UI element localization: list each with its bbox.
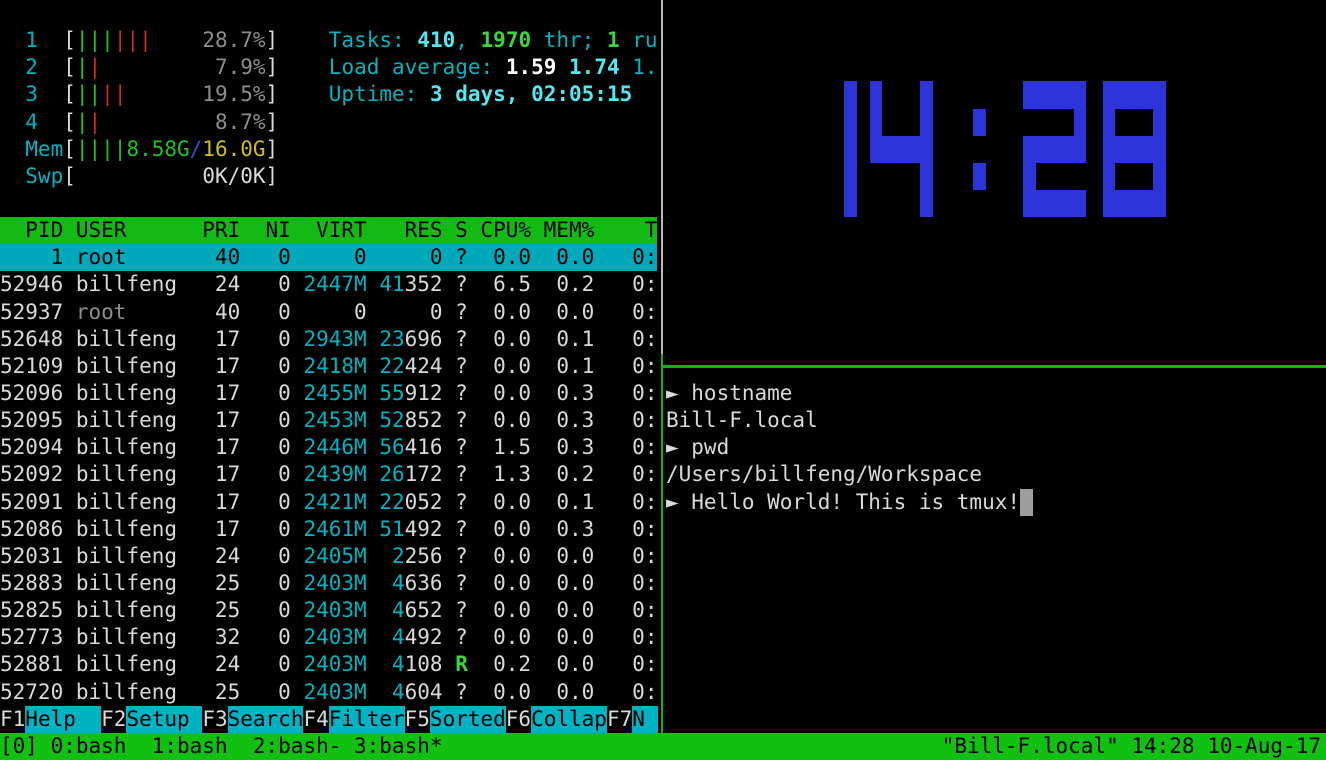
htop-table-header: PID USER PRI NI VIRT RES S CPU% MEM% T	[0, 217, 658, 245]
clock-digit-cell	[1102, 108, 1116, 136]
terminal-line: 4 [|| 8.7%]	[0, 109, 279, 134]
clock-digit-cell	[1048, 81, 1062, 109]
terminal-line: 3 [|||| 19.5%] Uptime: 3 days, 02:05:15	[0, 82, 633, 107]
terminal-line: 52773 billfeng 32 0 2403M 4492 ? 0.0 0.0…	[0, 625, 658, 650]
terminal-line: 2 [|| 7.9%] Load average: 1.59 1.74 1.	[0, 55, 658, 80]
clock-digit-cell	[1035, 135, 1049, 163]
terminal-line: 1 [|||||| 28.7%] Tasks: 410, 1970 thr; 1…	[0, 28, 658, 53]
tmux-window-list[interactable]: [0] 0:bash 1:bash 2:bash- 3:bash*	[0, 733, 443, 758]
clock-digit-cell	[1073, 108, 1087, 136]
clock-digit-cell	[1023, 135, 1036, 163]
clock-digit-cell	[1023, 81, 1036, 109]
terminal-line: 52648 billfeng 17 0 2943M 23696 ? 0.0 0.…	[0, 326, 658, 351]
clock-digit-cell	[1140, 81, 1154, 109]
clock-pane[interactable]	[806, 81, 1166, 218]
terminal-line: 52092 billfeng 17 0 2439M 26172 ? 1.3 0.…	[0, 462, 658, 487]
shell-pane[interactable]: ► hostname Bill-F.local ► pwd/Users/billfe…	[666, 0, 1326, 733]
terminal-line: 52937 root 40 0 0 0 ? 0.0 0.0 0:	[0, 299, 658, 324]
clock-digit-cell	[1127, 135, 1141, 163]
clock-digit-cell	[1127, 189, 1141, 218]
clock-digit-cell	[882, 135, 895, 163]
clock-digit-cell	[920, 81, 933, 109]
clock-digit-cell	[1048, 189, 1062, 218]
clock-digit-cell	[894, 135, 908, 163]
clock-digit-cell	[920, 162, 933, 190]
terminal-line: 52086 billfeng 17 0 2461M 51492 ? 0.0 0.…	[0, 516, 658, 541]
clock-digit-cell	[920, 189, 933, 218]
clock-digit-cell	[1140, 135, 1154, 163]
clock-digit-cell	[1127, 81, 1141, 109]
clock-digit-cell	[1115, 135, 1128, 163]
terminal-line: 52883 billfeng 25 0 2403M 4636 ? 0.0 0.0…	[0, 571, 658, 595]
clock-digit-cell	[869, 135, 883, 163]
terminal-line: 52095 billfeng 17 0 2453M 52852 ? 0.0 0.…	[0, 408, 658, 433]
clock-digit-cell	[920, 135, 933, 163]
clock-digit-cell	[1102, 162, 1116, 190]
terminal-line: 52091 billfeng 17 0 2421M 22052 ? 0.0 0.…	[0, 489, 658, 514]
clock-digit-cell	[1023, 162, 1036, 190]
terminal-line: 52109 billfeng 17 0 2418M 22424 ? 0.0 0.…	[0, 353, 658, 378]
clock-digit-cell	[1115, 81, 1128, 109]
clock-digit-cell	[1102, 81, 1116, 109]
terminal-line: 52096 billfeng 17 0 2455M 55912 ? 0.0 0.…	[0, 381, 658, 405]
clock-digit-cell	[1073, 189, 1087, 218]
clock-digit-cell	[1061, 81, 1074, 109]
clock-digit-cell	[1153, 162, 1166, 190]
terminal-line: 52946 billfeng 24 0 2447M 41352 ? 6.5 0.…	[0, 272, 658, 297]
clock-digit-cell	[973, 162, 986, 190]
pane-border-vertical[interactable]	[661, 0, 663, 354]
clock-digit-cell	[1102, 189, 1116, 218]
tmux-status-right: "Bill-F.local" 14:28 10-Aug-17	[941, 733, 1321, 758]
clock-digit-cell	[1115, 189, 1128, 218]
htop-row-selected: 1 root 40 0 0 0 ? 0.0 0.0 0:	[0, 244, 658, 272]
terminal-line: Swp[ 0K/0K]	[0, 163, 279, 188]
clock-digit-cell	[1035, 189, 1049, 218]
terminal-line: Mem[||||8.58G/16.0G]	[0, 136, 279, 161]
clock-digit-cell	[869, 81, 883, 109]
shell-prompt-current: ► Hello World! This is tmux!	[666, 488, 1033, 516]
shell-command-pwd: ► pwd	[666, 435, 730, 460]
clock-digit-cell	[973, 108, 986, 136]
clock-digit-cell	[1048, 135, 1062, 163]
clock-digit-cell	[1073, 81, 1087, 109]
clock-digit-cell	[1035, 81, 1049, 109]
pane-border-vertical-active[interactable]	[661, 354, 663, 733]
terminal-line: 52031 billfeng 24 0 2405M 2256 ? 0.0 0.0…	[0, 543, 658, 568]
clock-digit-cell	[844, 189, 857, 218]
htop-pane[interactable]: 1 [|||||| 28.7%] Tasks: 410, 1970 thr; 1…	[0, 0, 661, 733]
clock-digit-cell	[1073, 135, 1087, 163]
clock-digit-cell	[1140, 189, 1154, 218]
clock-digit-cell	[907, 135, 921, 163]
terminal-line: 52881 billfeng 24 0 2403M 4108 R 0.2 0.0…	[0, 652, 658, 677]
htop-function-keys[interactable]: F1Help F2Setup F3SearchF4FilterF5SortedF…	[0, 705, 658, 733]
clock-digit-cell	[844, 162, 857, 190]
clock-digit-cell	[1153, 108, 1166, 136]
terminal-line: 52720 billfeng 25 0 2403M 4604 ? 0.0 0.0…	[0, 679, 658, 704]
clock-digit-cell	[1153, 135, 1166, 163]
clock-digit-cell	[844, 108, 857, 136]
terminal-line: 52094 billfeng 17 0 2446M 56416 ? 1.5 0.…	[0, 435, 658, 460]
shell-output-hostname: Bill-F.local	[666, 408, 818, 433]
clock-digit-cell	[1061, 135, 1074, 163]
clock-digit-cell	[1153, 81, 1166, 109]
clock-digit-cell	[1153, 189, 1166, 218]
clock-digit-cell	[1061, 189, 1074, 218]
shell-output-pwd: /Users/billfeng/Workspace	[666, 462, 983, 487]
clock-digit-cell	[1102, 135, 1116, 163]
terminal-line: 52825 billfeng 25 0 2403M 4652 ? 0.0 0.0…	[0, 598, 658, 623]
clock-digit-cell	[869, 108, 883, 136]
shell-command-hostname: ► hostname	[666, 381, 793, 405]
clock-digit-cell	[844, 135, 857, 163]
tmux-status-bar: [0] 0:bash 1:bash 2:bash- 3:bash* "Bill-…	[0, 732, 1326, 760]
clock-digit-cell	[920, 108, 933, 136]
clock-digit-cell	[844, 81, 857, 109]
pane-border-horizontal-active[interactable]	[663, 365, 1326, 368]
clock-digit-cell	[1023, 189, 1036, 218]
